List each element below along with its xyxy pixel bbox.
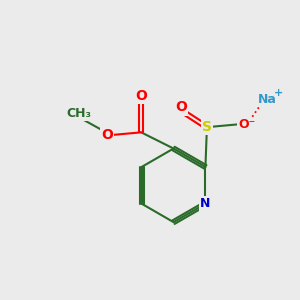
Text: N: N — [200, 197, 211, 210]
Text: O: O — [135, 88, 147, 103]
Text: CH₃: CH₃ — [67, 107, 92, 120]
Text: +: + — [274, 88, 283, 98]
Text: Na: Na — [258, 93, 277, 106]
Text: O: O — [101, 128, 113, 142]
Text: O⁻: O⁻ — [238, 118, 255, 131]
Text: S: S — [202, 120, 212, 134]
Text: O: O — [175, 100, 187, 115]
